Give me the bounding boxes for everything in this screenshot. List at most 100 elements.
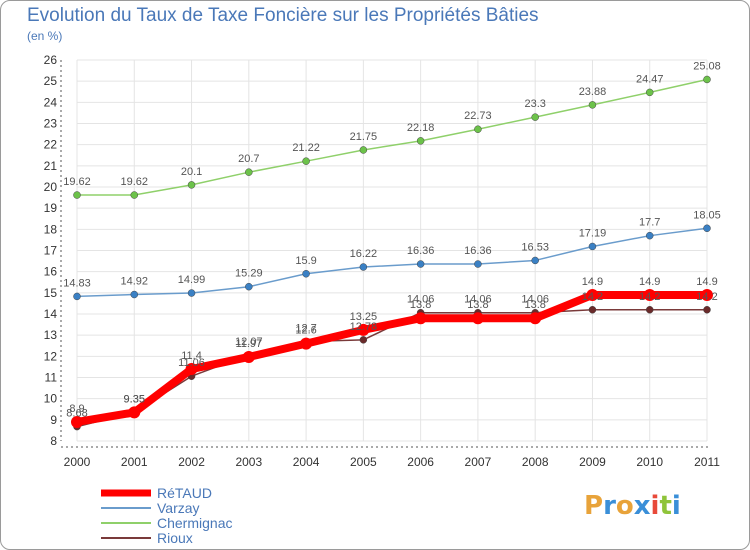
data-point xyxy=(414,312,427,325)
data-point xyxy=(359,336,368,344)
data-point xyxy=(359,263,368,271)
data-point xyxy=(474,260,482,268)
data-point xyxy=(471,312,484,325)
data-label: 19.62 xyxy=(121,176,149,188)
data-point xyxy=(529,312,542,325)
data-label: 11.97 xyxy=(235,338,262,350)
y-tick-label: 15 xyxy=(44,286,58,300)
legend-label: Varzay xyxy=(157,500,200,516)
data-point xyxy=(73,292,81,301)
data-point xyxy=(645,88,654,97)
data-label: 16.53 xyxy=(521,241,549,253)
data-label: 9.35 xyxy=(124,393,145,405)
data-point xyxy=(73,191,81,199)
legend-label: Chermignac xyxy=(157,515,232,531)
logo-letter: x xyxy=(633,491,651,521)
data-point xyxy=(242,350,255,363)
data-label: 16.36 xyxy=(407,245,435,257)
data-point xyxy=(474,125,482,133)
data-point xyxy=(588,306,597,314)
data-label: 14.06 xyxy=(464,294,492,306)
series-line xyxy=(76,227,708,298)
data-label: 8.9 xyxy=(69,403,84,415)
y-tick-label: 20 xyxy=(44,180,58,194)
data-point xyxy=(416,137,425,145)
data-label: 14.83 xyxy=(63,277,91,289)
data-label: 23.3 xyxy=(524,98,545,110)
logo-letter: o xyxy=(615,491,634,521)
x-tick-label: 2010 xyxy=(636,455,663,469)
data-point xyxy=(645,306,654,314)
series-rétaud xyxy=(71,288,713,428)
data-label: 13.8 xyxy=(524,299,545,311)
data-label: 12.7 xyxy=(295,323,316,335)
x-tick-label: 2011 xyxy=(694,455,720,469)
y-tick-label: 17 xyxy=(44,244,58,258)
y-tick-label: 19 xyxy=(44,201,58,215)
x-tick-label: 2002 xyxy=(178,455,205,469)
data-point xyxy=(416,260,425,268)
x-tick-label: 2005 xyxy=(350,455,377,469)
data-label: 17.7 xyxy=(639,217,660,229)
data-point xyxy=(701,288,713,301)
data-label: 14.06 xyxy=(407,294,435,306)
x-tick-label: 2001 xyxy=(121,455,148,469)
data-label: 20.1 xyxy=(181,166,202,178)
data-point xyxy=(302,157,310,165)
data-label: 14.06 xyxy=(521,294,549,306)
logo-letter: i xyxy=(650,491,660,521)
data-point xyxy=(703,224,711,233)
data-label: 24.47 xyxy=(636,73,664,85)
series-line xyxy=(77,78,708,196)
y-tick-label: 16 xyxy=(44,265,58,279)
data-point xyxy=(586,288,599,301)
data-label: 14.9 xyxy=(696,276,717,288)
data-point xyxy=(645,231,654,240)
data-point xyxy=(643,288,656,301)
data-label: 18.05 xyxy=(693,209,721,221)
logo-letter: t xyxy=(659,491,672,521)
data-label: 23.88 xyxy=(579,86,607,98)
y-tick-label: 10 xyxy=(44,392,58,406)
data-label: 14.2 xyxy=(696,291,717,303)
chart-subtitle: (en %) xyxy=(27,29,63,43)
x-tick-label: 2006 xyxy=(407,455,434,469)
data-label: 14.9 xyxy=(582,276,603,288)
data-point xyxy=(703,75,711,84)
data-point xyxy=(128,406,141,419)
data-label: 20.7 xyxy=(238,153,259,165)
x-tick-label: 2009 xyxy=(579,455,606,469)
data-label: 16.36 xyxy=(464,245,492,257)
data-point xyxy=(130,290,139,299)
y-tick-label: 26 xyxy=(44,53,58,67)
data-label: 8.68 xyxy=(66,408,87,420)
data-label: 22.18 xyxy=(407,122,435,134)
legend-label: RéTAUD xyxy=(157,485,212,501)
data-label: 12.6 xyxy=(295,325,316,337)
chart-title: Evolution du Taux de Taxe Foncière sur l… xyxy=(27,5,539,26)
data-label: 15.29 xyxy=(235,268,263,280)
y-tick-label: 25 xyxy=(44,74,58,88)
x-tick-label: 2003 xyxy=(235,455,262,469)
x-tick-label: 2004 xyxy=(293,455,320,469)
data-point xyxy=(71,415,83,428)
proxiti-logo: Proxiti xyxy=(584,491,681,521)
data-label: 14.2 xyxy=(582,291,603,303)
data-point xyxy=(302,270,310,278)
series-chermignac xyxy=(73,75,711,199)
data-point xyxy=(357,323,370,336)
x-tick-label: 2008 xyxy=(522,455,549,469)
data-label: 13.8 xyxy=(410,299,431,311)
y-tick-label: 21 xyxy=(44,159,58,173)
data-label: 15.9 xyxy=(295,255,316,267)
data-label: 13.25 xyxy=(350,311,378,323)
data-point xyxy=(185,363,198,376)
data-point xyxy=(703,306,711,314)
data-label: 21.22 xyxy=(292,142,320,154)
x-tick-label: 2000 xyxy=(64,455,91,469)
data-label: 17.19 xyxy=(579,227,607,239)
data-label: 14.99 xyxy=(178,274,206,286)
data-point xyxy=(300,337,313,350)
